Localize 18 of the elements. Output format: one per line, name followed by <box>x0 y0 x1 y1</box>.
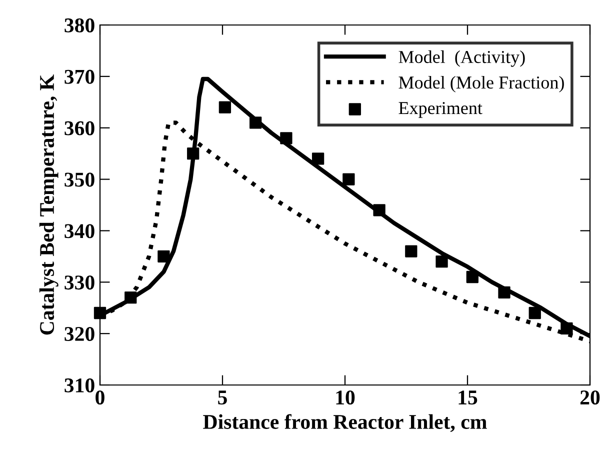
y-tick-label: 340 <box>64 224 94 238</box>
y-tick-label: 310 <box>64 378 94 392</box>
x-tick-label: 15 <box>458 390 478 405</box>
x-tick-label: 20 <box>580 390 600 405</box>
x-tick-label: 0 <box>96 390 104 405</box>
y-tick-label: 350 <box>64 172 94 187</box>
x-tick-label: 10 <box>336 390 355 405</box>
legend-label: Model (Mole Fraction) <box>398 76 564 92</box>
x-tick-label: 5 <box>218 390 227 405</box>
y-tick-label: 370 <box>64 70 94 84</box>
x-axis-title: Distance from Reactor Inlet, cm <box>203 414 487 432</box>
legend-label: Model (Activity) <box>398 50 525 67</box>
y-axis-title: Catalyst Bed Temperature, K <box>39 74 58 335</box>
y-tick-label: 380 <box>64 18 94 32</box>
y-tick-label: 330 <box>64 276 94 290</box>
y-tick-label: 320 <box>64 326 94 342</box>
legend-label: Experiment <box>398 102 482 118</box>
y-tick-label: 360 <box>64 121 94 136</box>
